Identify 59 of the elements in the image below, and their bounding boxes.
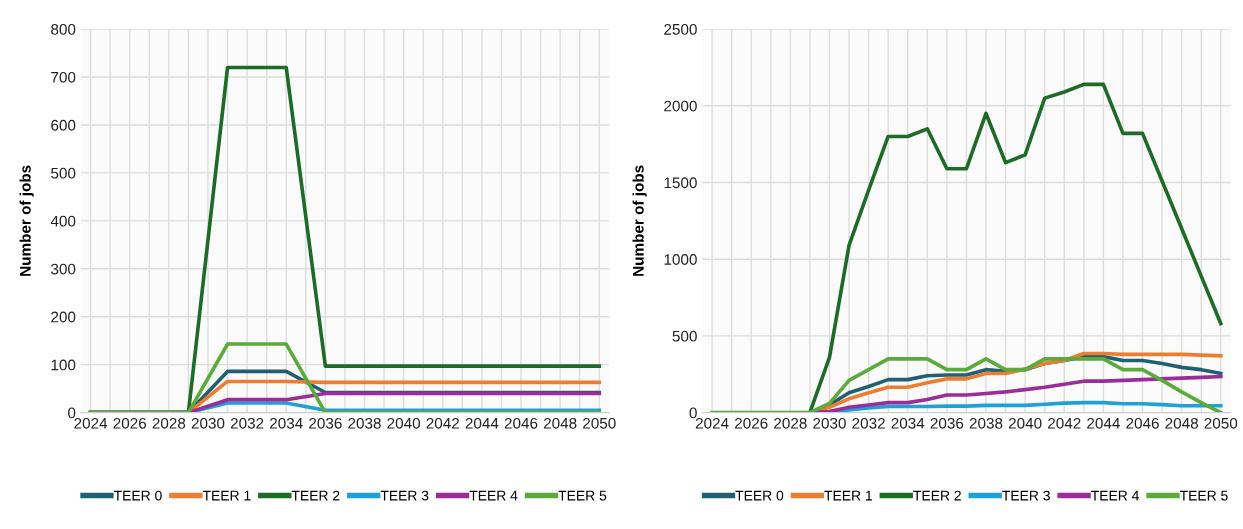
x-tick-label: 2040 bbox=[387, 417, 421, 429]
legend-label: TEER 0 bbox=[735, 490, 784, 501]
x-tick-label: 2042 bbox=[426, 417, 459, 429]
x-tick-label: 2028 bbox=[152, 417, 186, 429]
y-axis-title: Number of jobs bbox=[19, 165, 34, 276]
y-tick-label: 500 bbox=[672, 330, 697, 342]
legend-label: TEER 1 bbox=[202, 490, 251, 501]
y-tick-label: 500 bbox=[51, 167, 76, 179]
x-tick-label: 2030 bbox=[813, 417, 846, 429]
y-tick-label: 400 bbox=[50, 215, 76, 227]
x-tick-label: 2046 bbox=[504, 417, 538, 429]
legend-label: TEER 4 bbox=[1091, 490, 1139, 501]
x-tick-label: 2038 bbox=[969, 417, 1003, 429]
y-tick-label: 2500 bbox=[664, 23, 697, 35]
line-series bbox=[808, 82, 1223, 413]
x-tick-label: 2038 bbox=[348, 417, 381, 429]
y-tick-label: 1500 bbox=[664, 177, 697, 189]
legend-label: TEER 2 bbox=[913, 490, 961, 501]
x-tick-label: 2044 bbox=[1087, 417, 1120, 429]
legend-label: TEER 2 bbox=[291, 490, 340, 501]
x-tick-label: 2030 bbox=[191, 417, 225, 429]
x-tick-label: 2036 bbox=[309, 417, 342, 429]
y-tick-label: 600 bbox=[51, 119, 76, 131]
y-tick-label: 300 bbox=[51, 263, 76, 275]
x-tick-label: 2032 bbox=[852, 417, 885, 429]
x-tick-label: 2048 bbox=[1165, 417, 1198, 429]
legend-label: TEER 4 bbox=[469, 490, 518, 501]
legend-label: TEER 5 bbox=[558, 490, 607, 501]
x-tick-label: 2050 bbox=[583, 417, 616, 429]
x-tick-label: 2036 bbox=[930, 417, 964, 429]
x-tick-label: 2044 bbox=[465, 417, 499, 429]
y-tick-label: 2000 bbox=[664, 100, 697, 112]
x-tick-label: 2028 bbox=[774, 417, 807, 429]
x-tick-label: 2026 bbox=[113, 417, 147, 429]
y-tick-label: 100 bbox=[51, 359, 76, 371]
x-tick-label: 2034 bbox=[270, 417, 303, 429]
y-tick-label: 700 bbox=[51, 71, 76, 83]
x-tick-label: 2034 bbox=[891, 417, 925, 429]
legend-label: TEER 3 bbox=[380, 490, 429, 501]
y-tick-label: 200 bbox=[51, 311, 76, 323]
x-tick-label: 2024 bbox=[695, 417, 729, 429]
legend-label: TEER 0 bbox=[113, 490, 162, 501]
line-series bbox=[710, 357, 1223, 413]
y-tick-label: 0 bbox=[689, 407, 697, 419]
x-tick-label: 2040 bbox=[1008, 417, 1042, 429]
y-axis-title: Number of jobs bbox=[632, 165, 647, 276]
y-tick-label: 0 bbox=[68, 407, 76, 419]
legend-label: TEER 1 bbox=[824, 490, 872, 501]
x-tick-label: 2026 bbox=[734, 417, 768, 429]
legend-label: TEER 3 bbox=[1002, 490, 1050, 501]
x-tick-label: 2046 bbox=[1126, 417, 1159, 429]
x-tick-label: 2024 bbox=[74, 417, 108, 429]
y-tick-label: 1000 bbox=[664, 254, 697, 265]
x-tick-label: 2048 bbox=[543, 417, 577, 429]
y-tick-label: 800 bbox=[51, 23, 76, 35]
x-tick-label: 2032 bbox=[230, 417, 264, 429]
legend-label: TEER 5 bbox=[1179, 490, 1228, 501]
x-tick-label: 2042 bbox=[1048, 417, 1081, 429]
x-tick-label: 2050 bbox=[1204, 417, 1238, 429]
